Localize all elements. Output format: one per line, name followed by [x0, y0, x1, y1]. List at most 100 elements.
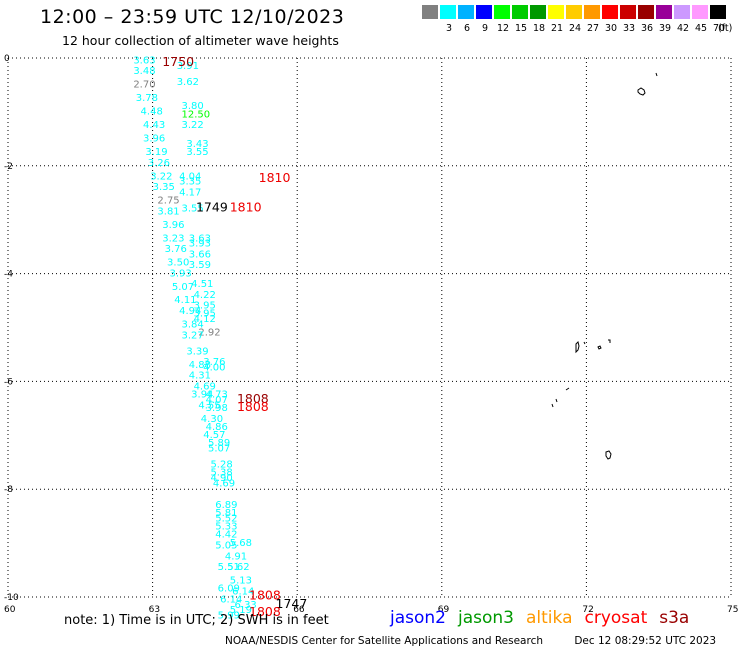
swh-value: 5.13	[230, 576, 252, 587]
units-note: note: 1) Time is in UTC; 2) SWH is in fe…	[64, 613, 329, 628]
island-outline	[555, 398, 558, 403]
island-outline	[637, 87, 646, 96]
lat-tick-label: -4	[4, 270, 13, 280]
swh-value: 4.42	[215, 530, 237, 541]
pass-time: 1747	[276, 596, 308, 611]
swh-value: 4.11	[174, 295, 196, 306]
swh-value: 3.63	[133, 55, 155, 66]
legend-label: 9	[482, 23, 489, 34]
pass-time: 1810	[259, 170, 291, 185]
swh-value: 3.95	[194, 309, 216, 320]
swh-value: 5.51	[218, 562, 240, 573]
swh-value: 3.76	[203, 357, 225, 368]
lat-tick-label: 0	[4, 54, 10, 64]
legend-swatch	[476, 5, 492, 19]
swh-value: 4.90	[210, 473, 232, 484]
satellite-legend: jason2 jason3 altika cryosat s3a	[390, 608, 701, 628]
swh-value: 5.28	[210, 460, 232, 471]
lon-tick-label: 60	[4, 605, 16, 615]
swh-value: 4.17	[179, 187, 201, 198]
swh-value: 4.12	[194, 314, 216, 325]
legend-swatch	[512, 5, 528, 19]
swh-value: 3.98	[206, 403, 228, 414]
swh-value: 4.69	[213, 479, 235, 490]
legend-swatch	[566, 5, 582, 19]
swh-value: 5.81	[215, 508, 237, 519]
lon-tick-label: 63	[149, 605, 160, 615]
legend-label: 42	[677, 23, 690, 34]
swh-value: 3.22	[182, 120, 204, 131]
legend-swatch	[494, 5, 510, 19]
swh-value: 3.27	[182, 330, 204, 341]
island-outline	[608, 339, 611, 343]
legend-swatch	[422, 5, 438, 19]
swh-value: 5.99	[218, 611, 240, 622]
swh-value: 4.91	[225, 551, 247, 562]
legend-label: 18	[533, 23, 546, 34]
swh-value: 5.62	[227, 562, 249, 573]
swh-value: 4.30	[201, 414, 223, 425]
legend-unit: (ft)	[718, 23, 733, 34]
legend-swatch	[602, 5, 618, 19]
legend-swatch	[584, 5, 600, 19]
legend-label: 24	[569, 23, 582, 34]
swh-value: 3.76	[165, 244, 187, 255]
swh-value: 5.33	[215, 522, 237, 533]
swh-value: 3.80	[182, 101, 204, 112]
legend-swatch	[440, 5, 456, 19]
lat-tick-label: -6	[4, 377, 13, 387]
legend-swatch	[656, 5, 672, 19]
swh-value: 4.86	[206, 422, 228, 433]
swh-value: 3.91	[177, 61, 199, 72]
island-outline	[575, 341, 580, 354]
swh-value: 3.59	[189, 260, 211, 271]
swh-value: 3.93	[169, 268, 191, 279]
pass-time: 1810	[230, 200, 262, 215]
satellite-cryosat: cryosat	[584, 608, 648, 628]
swh-value: 3.93	[189, 239, 211, 250]
swh-value: 3.63	[189, 233, 211, 244]
swh-value: 6.14	[232, 586, 254, 597]
swh-value: 3.62	[177, 77, 199, 88]
lon-tick-label: 66	[293, 605, 305, 615]
swh-value: 3.39	[186, 346, 208, 357]
island-outline	[605, 450, 612, 460]
swh-value: 3.94	[191, 390, 213, 401]
pass-time: 1808	[249, 588, 281, 603]
legend-swatch	[548, 5, 564, 19]
legend-swatch	[458, 5, 474, 19]
swh-value: 4.07	[206, 395, 228, 406]
pass-time: 1749	[196, 200, 228, 215]
legend-label: 33	[623, 23, 636, 34]
swh-value: 3.66	[189, 249, 211, 260]
legend-label: 27	[587, 23, 600, 34]
footer-timestamp: Dec 12 08:29:52 UTC 2023	[574, 635, 717, 647]
swh-value: 5.68	[230, 538, 252, 549]
swh-value: 3.55	[186, 147, 208, 158]
swh-value: 3.48	[133, 66, 155, 77]
swh-value: 6.33	[235, 600, 257, 611]
legend-label: 30	[605, 23, 618, 34]
swh-value: 4.69	[194, 381, 216, 392]
swh-value: 3.95	[194, 301, 216, 312]
swh-value: 3.78	[136, 93, 158, 104]
legend-label: 39	[659, 23, 672, 34]
lat-tick-label: -2	[4, 162, 13, 172]
swh-value: 3.26	[148, 158, 170, 169]
footer-source: NOAA/NESDIS Center for Satellite Applica…	[225, 635, 543, 647]
lon-tick-label: 75	[727, 605, 738, 615]
swh-value: 5.07	[208, 443, 230, 454]
pass-time: 1808	[237, 399, 269, 414]
pass-time: 1808	[237, 391, 269, 406]
swh-value: 3.35	[179, 177, 201, 188]
legend-label: 3	[446, 23, 453, 34]
satellite-jason3: jason3	[458, 608, 514, 628]
swh-value: 3.96	[143, 134, 165, 145]
swh-value: 5.89	[208, 438, 230, 449]
swh-value: 3.81	[157, 206, 179, 217]
swh-value: 3.23	[162, 233, 184, 244]
swh-value: 4.43	[143, 120, 165, 131]
swh-value: 5.07	[172, 282, 194, 293]
island-outlines	[551, 72, 658, 460]
